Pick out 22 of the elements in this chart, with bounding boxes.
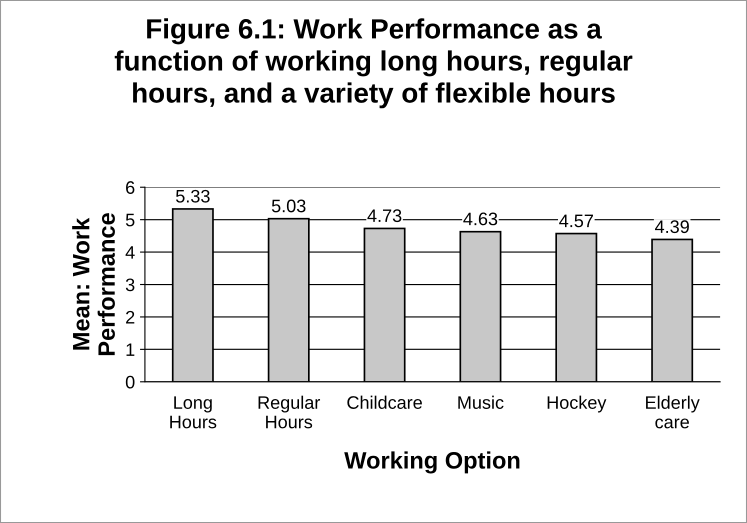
x-tick-label: Hockey <box>548 396 606 413</box>
x-tick-label: Long Hours <box>170 396 216 428</box>
x-tick-label: Regular Hours <box>258 396 320 428</box>
data-label: 5.03 <box>272 200 306 212</box>
y-tick-label: 6 <box>126 181 134 194</box>
y-tick-label: 1 <box>126 343 134 356</box>
data-label: 4.73 <box>367 209 402 222</box>
chart-title: Figure 6.1: Work Performance as a function of working long hours, regular hours, and a variety of flexible hours <box>114 18 632 108</box>
y-tick-label: 5 <box>126 214 134 226</box>
y-tick-label: 4 <box>126 246 135 259</box>
x-tick-label: Elderly care <box>646 396 700 428</box>
x-tick-label: Music <box>458 396 504 409</box>
data-label: 4.57 <box>559 214 593 228</box>
y-tick-label: 3 <box>126 278 134 292</box>
y-axis-title: Mean: Work Performance <box>72 213 115 356</box>
data-label: 4.39 <box>655 220 689 234</box>
data-label: 4.63 <box>463 212 498 226</box>
y-tick-label: 0 <box>126 376 134 389</box>
x-axis-title: Working Option <box>344 451 520 474</box>
data-label: 5.33 <box>176 190 210 203</box>
x-tick-label: Childcare <box>347 396 422 409</box>
y-tick-label: 2 <box>126 310 134 324</box>
